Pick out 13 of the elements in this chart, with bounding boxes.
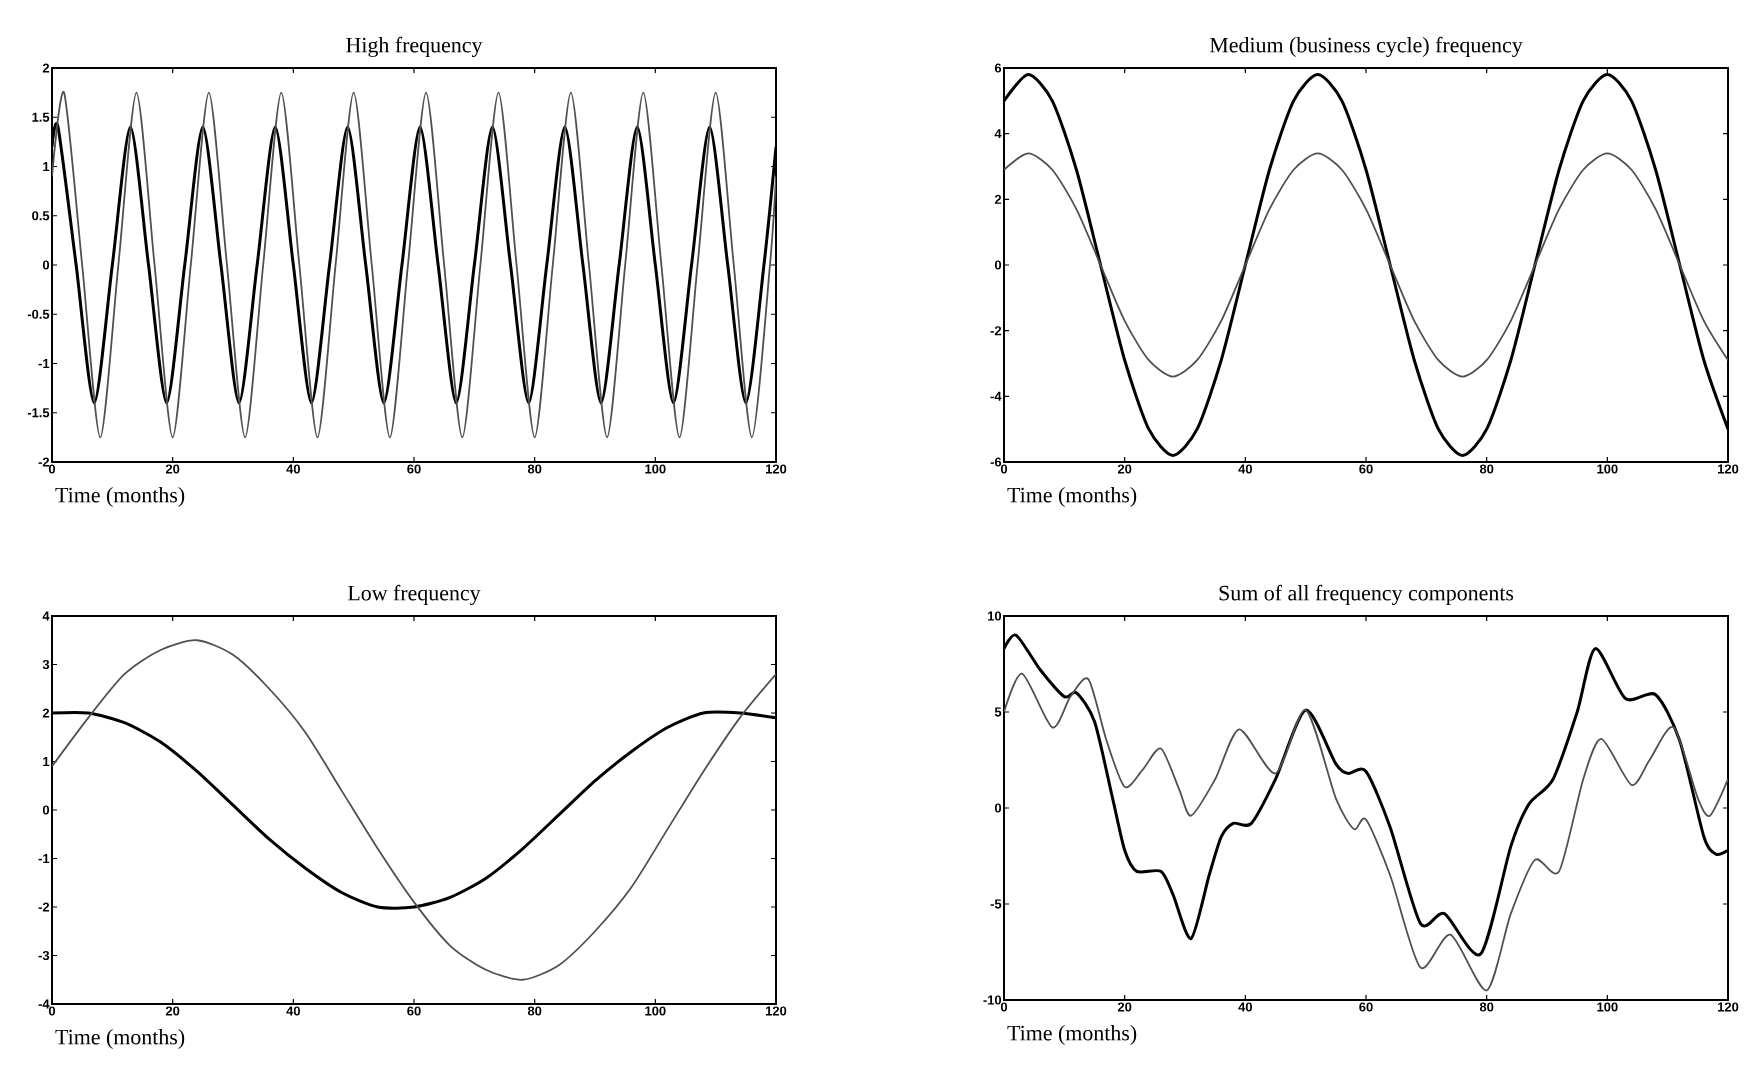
x-axis-title: Time (months) [55, 487, 185, 507]
chart-title: Sum of all frequency components [1219, 584, 1514, 605]
x-axis-title: Time (months) [1007, 487, 1137, 507]
line-series [1004, 672, 1729, 992]
x-axis-title: Time (months) [1007, 1025, 1137, 1045]
line-series [52, 639, 777, 981]
chart-title: High frequency [346, 36, 483, 57]
chart-title: Medium (business cycle) frequency [1209, 36, 1523, 57]
line-series [1004, 73, 1729, 457]
x-axis-title: Time (months) [55, 1029, 185, 1049]
line-series [1004, 152, 1729, 378]
chart-title: Low frequency [347, 584, 481, 605]
line-series [52, 91, 777, 439]
